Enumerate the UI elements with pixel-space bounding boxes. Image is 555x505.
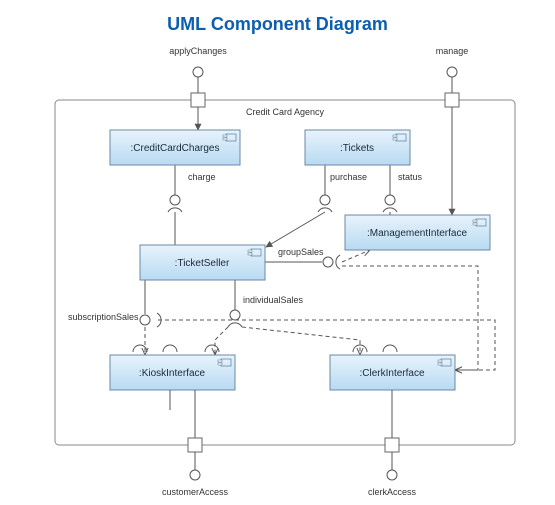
customeraccess-ball	[190, 470, 200, 480]
charge-ball	[170, 195, 180, 205]
component-ticketseller: :TicketSeller	[140, 245, 265, 280]
port-clerkaccess	[385, 438, 399, 452]
applychanges-label: applyChanges	[169, 46, 227, 56]
subscription-label: subscriptionSales	[68, 312, 139, 322]
component-kioskinterface: :KioskInterface	[110, 355, 235, 390]
port-applychanges	[191, 93, 205, 107]
svg-text::TicketSeller: :TicketSeller	[175, 258, 230, 269]
svg-text::ManagementInterface: :ManagementInterface	[367, 228, 467, 239]
svg-text::ClerkInterface: :ClerkInterface	[359, 368, 424, 379]
manage-ball	[447, 67, 457, 77]
clerkaccess-ball	[387, 470, 397, 480]
diagram-canvas: Credit Card Agency applyChanges manage c…	[0, 0, 555, 505]
purchase-label: purchase	[330, 172, 367, 182]
svg-text::KioskInterface: :KioskInterface	[139, 368, 206, 379]
port-manage	[445, 93, 459, 107]
svg-text::Tickets: :Tickets	[340, 143, 374, 154]
svg-text::CreditCardCharges: :CreditCardCharges	[131, 143, 220, 154]
clerkaccess-label: clerkAccess	[368, 487, 417, 497]
container-label: Credit Card Agency	[246, 107, 325, 117]
status-label: status	[398, 172, 423, 182]
applychanges-ball	[193, 67, 203, 77]
status-ball	[385, 195, 395, 205]
charge-label: charge	[188, 172, 216, 182]
manage-label: manage	[436, 46, 469, 56]
component-creditcardcharges: :CreditCardCharges	[110, 130, 240, 165]
individual-label: individualSales	[243, 295, 304, 305]
purchase-ball	[320, 195, 330, 205]
individual-ball	[230, 310, 240, 320]
component-clerkinterface: :ClerkInterface	[330, 355, 455, 390]
port-customeraccess	[188, 438, 202, 452]
component-managementinterface: :ManagementInterface	[345, 215, 490, 250]
groupsales-dep-clerk	[342, 266, 478, 370]
component-tickets: :Tickets	[305, 130, 410, 165]
subscription-ball	[140, 315, 150, 325]
groupsales-dep-mi	[342, 250, 370, 262]
groupsales-ball	[323, 257, 333, 267]
customeraccess-label: customerAccess	[162, 487, 229, 497]
groupsales-label: groupSales	[278, 247, 324, 257]
